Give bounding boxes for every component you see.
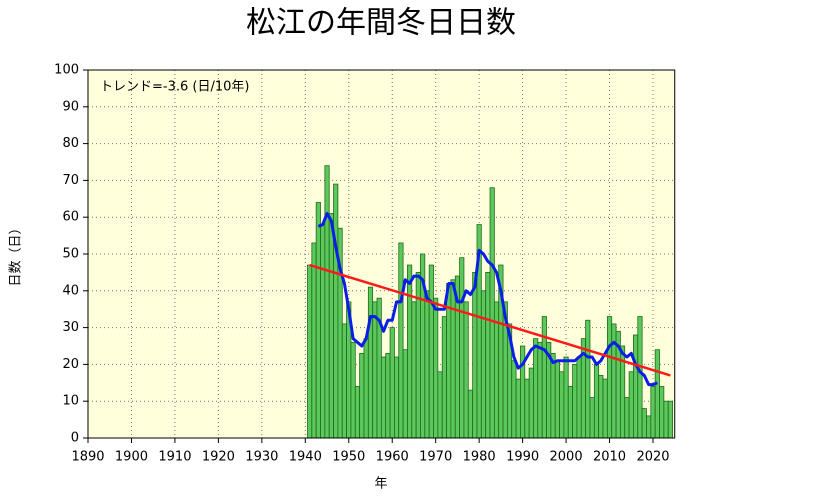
bar — [385, 352, 391, 439]
y-tick-label: 50 — [62, 247, 79, 262]
bar — [598, 375, 604, 439]
bar — [437, 371, 443, 439]
x-tick-label: 1960 — [376, 450, 409, 465]
chart-title: 松江の年間冬日日数 — [246, 6, 516, 41]
bar — [576, 356, 582, 439]
bar — [633, 334, 639, 439]
bar — [563, 356, 569, 439]
y-tick-label: 0 — [71, 431, 79, 446]
y-tick-label: 60 — [62, 210, 79, 225]
bar — [372, 301, 378, 439]
bar — [428, 264, 434, 439]
bar — [407, 264, 413, 439]
bar — [511, 360, 517, 439]
bar — [394, 356, 400, 439]
x-tick-label: 1950 — [332, 450, 365, 465]
x-tick-label: 2000 — [550, 450, 583, 465]
x-tick-label: 1910 — [158, 450, 191, 465]
bar — [307, 264, 313, 439]
bar — [589, 397, 595, 439]
moving-average-line — [317, 212, 658, 387]
bar — [450, 279, 456, 439]
x-tick-label: 2010 — [593, 450, 626, 465]
bar — [459, 257, 465, 439]
bar — [650, 386, 656, 439]
bar — [424, 290, 430, 439]
bar — [637, 316, 643, 439]
bar — [572, 363, 578, 439]
bar — [320, 224, 326, 439]
y-tick-label: 80 — [62, 136, 79, 151]
y-tick-label: 30 — [62, 320, 79, 335]
bar — [315, 202, 321, 439]
bar — [311, 242, 317, 439]
bar — [463, 301, 469, 439]
bar — [441, 316, 447, 439]
bar — [489, 187, 495, 439]
bar — [606, 316, 613, 439]
bar — [350, 341, 356, 439]
trend-line — [309, 263, 671, 377]
bar — [472, 271, 478, 439]
bar — [641, 408, 647, 439]
bar — [354, 386, 361, 439]
y-axis-label: 日数（日） — [9, 221, 24, 286]
bar — [367, 286, 374, 439]
x-tick-label: 2020 — [636, 450, 669, 465]
x-tick-label: 1900 — [115, 450, 148, 465]
bar — [402, 349, 408, 439]
bar — [667, 400, 673, 439]
bar — [328, 213, 334, 439]
bar — [467, 389, 474, 439]
bar — [380, 356, 387, 439]
x-axis-label: 年 — [374, 477, 387, 492]
bar — [554, 360, 560, 439]
bar — [398, 242, 404, 439]
bar — [602, 378, 608, 439]
bar — [433, 297, 439, 439]
bar — [646, 415, 652, 439]
bar — [559, 371, 565, 439]
bar — [533, 338, 539, 439]
x-tick-label: 1940 — [289, 450, 322, 465]
bar — [363, 338, 369, 439]
x-tick-label: 1980 — [463, 450, 496, 465]
y-tick-label: 100 — [54, 63, 79, 78]
y-tick-label: 90 — [62, 99, 79, 114]
bar — [515, 378, 521, 439]
bar — [333, 183, 339, 439]
bar — [524, 378, 530, 439]
bar — [324, 165, 330, 439]
bar — [663, 400, 669, 439]
bar — [654, 349, 660, 439]
bar — [585, 319, 591, 439]
y-tick-label: 20 — [62, 357, 79, 372]
annotation: トレンド=-3.6 (日/10年) — [100, 80, 249, 95]
bar — [411, 301, 417, 439]
y-tick-label: 10 — [62, 394, 79, 409]
bar — [537, 341, 543, 439]
x-tick-label: 1930 — [245, 450, 278, 465]
bar — [485, 271, 491, 439]
bar — [341, 323, 347, 439]
x-tick-label: 1890 — [71, 450, 104, 465]
x-tick-label: 1990 — [506, 450, 539, 465]
bar — [528, 367, 534, 439]
x-tick-label: 1970 — [419, 450, 452, 465]
bar — [550, 352, 556, 439]
bar — [359, 352, 365, 439]
x-tick-label: 1920 — [202, 450, 235, 465]
y-tick-label: 70 — [62, 173, 79, 188]
bar — [659, 386, 665, 439]
bar — [480, 290, 487, 439]
bar — [593, 363, 600, 439]
bar — [541, 316, 547, 439]
bar — [389, 327, 395, 439]
bar — [624, 397, 630, 439]
plot-frame — [87, 69, 676, 439]
y-tick-label: 40 — [62, 283, 79, 298]
bar — [567, 386, 573, 439]
bar — [628, 371, 634, 439]
